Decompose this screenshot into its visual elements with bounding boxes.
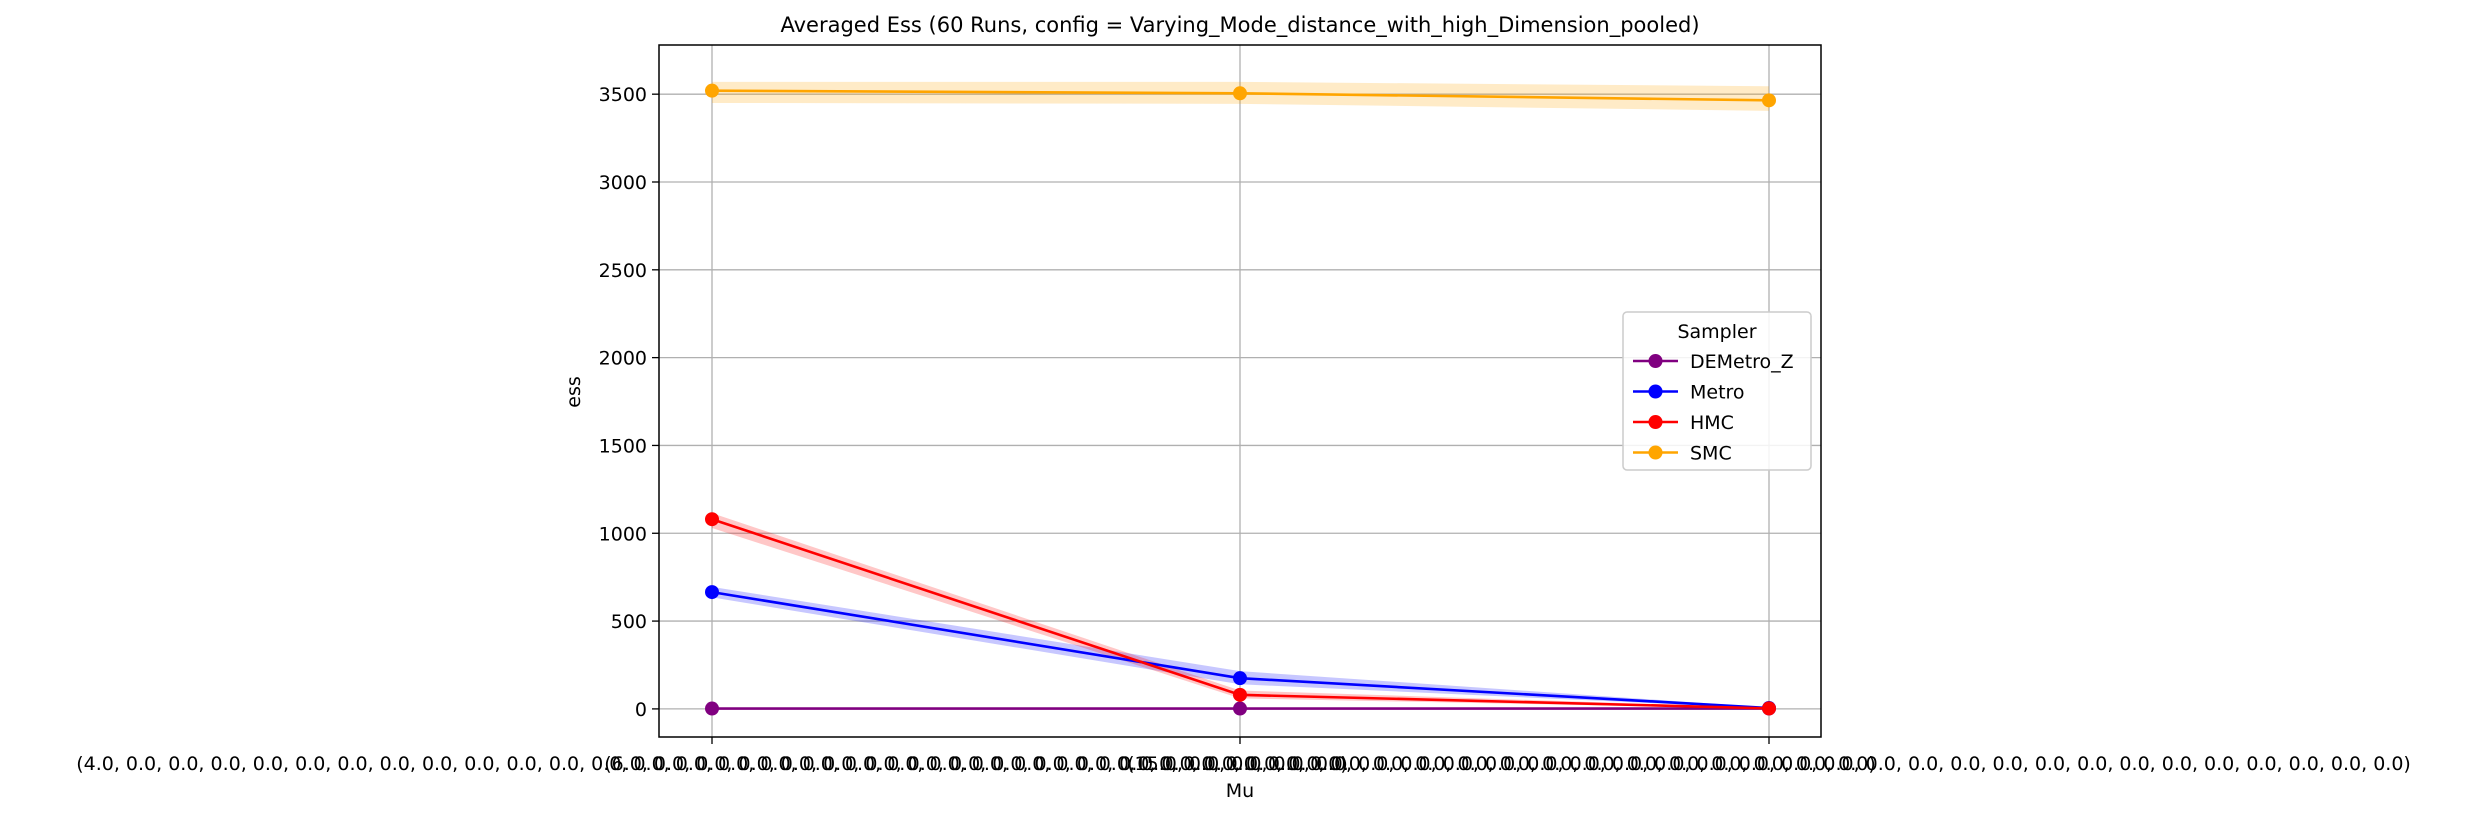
legend-title: Sampler	[1677, 321, 1756, 343]
series-points	[705, 83, 1776, 716]
y-tick-label: 2500	[599, 260, 647, 282]
plot-area	[658, 44, 1822, 738]
point-demetro-z	[705, 701, 719, 716]
point-hmc	[1233, 687, 1247, 702]
x-axis: (4.0, 0.0, 0.0, 0.0, 0.0, 0.0, 0.0, 0.0,…	[76, 737, 2411, 775]
legend-marker-demetro-z	[1648, 354, 1663, 368]
legend-marker-smc	[1648, 445, 1663, 460]
point-smc	[1233, 86, 1247, 101]
y-axis: 0 500 1000 1500 2000 2500 3000 3500	[599, 84, 659, 721]
legend-items: DEMetro_Z Metro HMC SMC	[1633, 351, 1794, 465]
grid	[659, 45, 1821, 737]
legend-label-demetro-z: DEMetro_Z	[1690, 351, 1794, 373]
legend-label-smc: SMC	[1690, 443, 1732, 465]
x-tick-label: (4.0, 0.0, 0.0, 0.0, 0.0, 0.0, 0.0, 0.0,…	[76, 753, 1348, 775]
legend-label-metro: Metro	[1690, 382, 1745, 404]
y-tick-label: 1500	[599, 435, 647, 457]
point-metro	[1233, 671, 1247, 686]
point-smc	[1762, 93, 1776, 108]
y-tick-label: 2000	[599, 348, 647, 370]
legend-marker-hmc	[1648, 415, 1663, 429]
x-axis-label: Mu	[1226, 780, 1254, 802]
chart-title: Averaged Ess (60 Runs, config = Varying_…	[780, 13, 1699, 38]
point-hmc	[705, 512, 719, 527]
legend-marker-metro	[1648, 384, 1663, 399]
y-tick-label: 0	[635, 699, 647, 721]
point-demetro-z	[1233, 701, 1247, 716]
y-tick-label: 3000	[599, 172, 647, 194]
y-axis-label: ess	[563, 376, 585, 408]
y-tick-label: 1000	[599, 523, 647, 545]
x-tick-label: (6.0, 0.0, 0.0, 0.0, 0.0, 0.0, 0.0, 0.0,…	[604, 753, 1876, 775]
point-metro	[705, 585, 719, 600]
point-smc	[705, 83, 719, 98]
y-tick-label: 500	[611, 611, 647, 633]
legend-label-hmc: HMC	[1690, 412, 1734, 434]
legend-box	[1622, 311, 1812, 471]
point-hmc	[1762, 701, 1776, 716]
x-tick-label: (15.0, 0.0, 0.0, 0.0, 0.0, 0.0, 0.0, 0.0…	[1127, 753, 2411, 775]
legend: Sampler DEMetro_Z Metro HMC SMC	[1622, 311, 1812, 471]
y-tick-label: 3500	[599, 84, 647, 106]
